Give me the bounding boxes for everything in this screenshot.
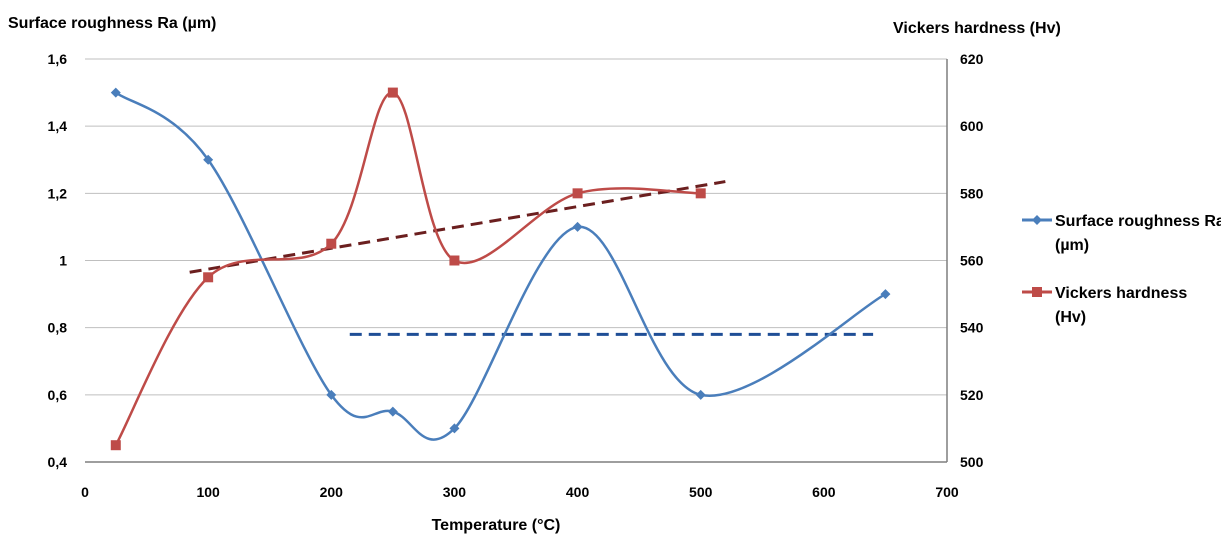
legend-label-hardness-line1: Vickers hardness: [1055, 285, 1187, 302]
legend-label-hardness-line2: (Hv): [1055, 309, 1086, 326]
y-right-tick-label: 500: [960, 454, 984, 470]
x-axis-title: Temperature (°C): [432, 517, 561, 534]
gridlines: [85, 58, 947, 396]
trendlines: [189, 180, 874, 336]
y-left-tick-label: 1,6: [48, 51, 68, 67]
data-point-hardness: [110, 440, 121, 451]
y-right-tick-label: 540: [960, 320, 984, 336]
legend-label-roughness-line1: Surface roughness Ra: [1055, 213, 1221, 230]
y-left-tick-label: 0,8: [48, 320, 68, 336]
y-left-tick-labels: 0,4 0,6 0,8 1 1,2 1,4 1,6: [48, 51, 68, 470]
legend-item-hardness: Vickers hardness (Hv): [1022, 285, 1192, 326]
legend-item-roughness: Surface roughness Ra (µm): [1022, 213, 1221, 254]
x-tick-label: 100: [196, 484, 220, 500]
x-tick-label: 200: [320, 484, 344, 500]
legend-label-roughness-line2: (µm): [1055, 237, 1089, 254]
trendline-hardness: [189, 180, 726, 274]
data-point-roughness: [880, 289, 891, 300]
data-point-roughness: [449, 423, 460, 434]
y-left-tick-label: 0,4: [48, 454, 68, 470]
legend-marker-hardness: [1032, 287, 1042, 297]
y-right-tick-label: 520: [960, 387, 984, 403]
data-point-hardness: [572, 188, 583, 199]
x-tick-label: 300: [443, 484, 467, 500]
y-right-tick-label: 600: [960, 118, 984, 134]
y-left-tick-label: 1,2: [48, 185, 68, 201]
legend-marker-roughness: [1032, 215, 1042, 225]
data-point-roughness: [387, 406, 398, 417]
data-point-roughness: [326, 389, 337, 400]
svg-text:Vickers hardness (Hv): Vickers hardness (Hv): [1055, 285, 1192, 326]
data-point-roughness: [203, 154, 214, 165]
x-tick-label: 0: [81, 484, 89, 500]
data-point-hardness: [387, 87, 398, 98]
data-point-hardness: [326, 238, 337, 249]
data-point-roughness: [110, 87, 121, 98]
data-point-roughness: [695, 389, 706, 400]
y-right-tick-labels: 500 520 540 560 580 600 620: [960, 51, 984, 470]
y-right-tick-label: 560: [960, 253, 984, 269]
data-point-hardness: [203, 272, 214, 283]
y-left-tick-label: 0,6: [48, 387, 68, 403]
x-tick-label: 700: [935, 484, 959, 500]
y-right-tick-label: 580: [960, 185, 984, 201]
y-right-axis-title: Vickers hardness (Hv): [893, 20, 1061, 37]
data-point-roughness: [572, 221, 583, 232]
y-right-tick-label: 620: [960, 51, 984, 67]
series-markers: [110, 87, 891, 451]
data-point-hardness: [449, 255, 460, 266]
data-point-hardness: [695, 188, 706, 199]
legend: Surface roughness Ra (µm) Vickers hardne…: [1022, 213, 1221, 326]
y-left-tick-label: 1: [59, 253, 67, 269]
series-lines: [114, 91, 887, 446]
y-left-axis-title: Surface roughness Ra (µm): [8, 15, 216, 32]
y-left-tick-label: 1,4: [48, 118, 68, 134]
svg-text:Surface roughness Ra (: Surface roughness Ra (µm): [1055, 213, 1221, 254]
x-tick-label: 500: [689, 484, 713, 500]
x-tick-label: 600: [812, 484, 836, 500]
x-tick-labels: 0 100 200 300 400 500 600 700: [81, 484, 959, 500]
x-tick-label: 400: [566, 484, 590, 500]
series-line-hardness: [114, 91, 701, 446]
